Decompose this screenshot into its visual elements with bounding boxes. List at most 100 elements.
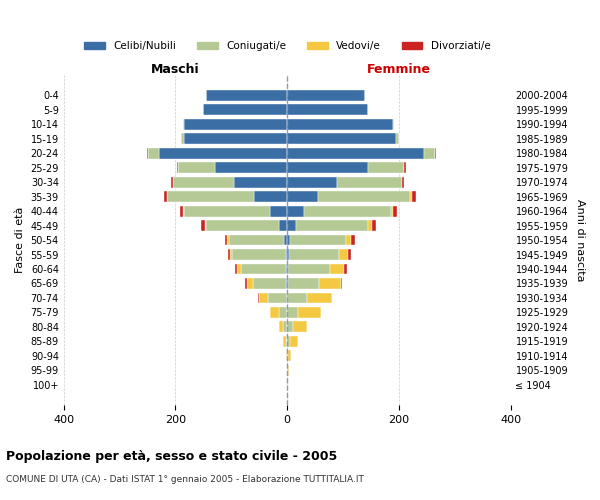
Bar [178, 162, 215, 173]
Bar [287, 148, 424, 158]
Bar [412, 191, 416, 202]
Bar [224, 234, 227, 246]
Bar [283, 336, 286, 347]
Bar [290, 336, 298, 347]
Bar [286, 249, 287, 260]
Bar [284, 234, 287, 246]
Bar [259, 292, 268, 304]
Bar [286, 278, 287, 289]
Bar [304, 206, 391, 216]
Bar [279, 307, 287, 318]
Bar [287, 322, 293, 332]
Text: Popolazione per età, sesso e stato civile - 2005: Popolazione per età, sesso e stato civil… [6, 450, 337, 463]
Bar [287, 176, 337, 188]
Bar [286, 336, 287, 347]
Bar [253, 278, 286, 289]
Bar [293, 322, 307, 332]
Bar [344, 264, 347, 274]
Bar [368, 162, 404, 173]
Bar [288, 365, 289, 376]
Bar [234, 176, 287, 188]
Bar [372, 220, 376, 231]
Bar [341, 278, 343, 289]
Bar [173, 176, 234, 188]
Bar [287, 134, 396, 144]
Bar [283, 322, 287, 332]
Bar [337, 176, 401, 188]
Bar [286, 264, 287, 274]
Bar [201, 220, 205, 231]
Bar [410, 191, 412, 202]
Bar [148, 148, 159, 158]
Bar [394, 206, 397, 216]
Bar [287, 90, 365, 101]
Bar [424, 148, 435, 158]
Bar [164, 191, 167, 202]
Bar [287, 350, 289, 362]
Bar [279, 322, 283, 332]
Bar [271, 307, 279, 318]
Bar [229, 234, 284, 246]
Y-axis label: Anni di nascita: Anni di nascita [575, 199, 585, 281]
Bar [181, 134, 184, 144]
Bar [352, 234, 355, 246]
Bar [396, 134, 399, 144]
Bar [319, 278, 341, 289]
Bar [279, 220, 287, 231]
Bar [230, 249, 232, 260]
Bar [289, 249, 339, 260]
Bar [298, 307, 321, 318]
Bar [232, 249, 286, 260]
Bar [184, 206, 271, 216]
Bar [183, 206, 184, 216]
Text: Femmine: Femmine [367, 64, 431, 76]
Text: COMUNE DI UTA (CA) - Dati ISTAT 1° gennaio 2005 - Elaborazione TUTTITALIA.IT: COMUNE DI UTA (CA) - Dati ISTAT 1° genna… [6, 475, 364, 484]
Bar [318, 191, 410, 202]
Bar [296, 220, 368, 231]
Bar [171, 176, 173, 188]
Bar [368, 220, 372, 231]
Bar [159, 148, 287, 158]
Bar [290, 234, 346, 246]
Bar [247, 278, 253, 289]
Bar [215, 162, 287, 173]
Bar [177, 162, 178, 173]
Bar [287, 220, 296, 231]
Bar [228, 249, 230, 260]
Bar [227, 234, 229, 246]
Bar [287, 191, 318, 202]
Bar [289, 278, 319, 289]
Bar [347, 249, 351, 260]
Bar [339, 249, 347, 260]
Bar [402, 176, 404, 188]
Bar [287, 278, 289, 289]
Bar [287, 206, 304, 216]
Bar [205, 220, 206, 231]
Bar [287, 104, 368, 115]
Legend: Celibi/Nubili, Coniugati/e, Vedovi/e, Divorziati/e: Celibi/Nubili, Coniugati/e, Vedovi/e, Di… [80, 37, 494, 56]
Bar [289, 350, 291, 362]
Bar [391, 206, 394, 216]
Bar [241, 264, 286, 274]
Bar [184, 119, 287, 130]
Bar [287, 249, 289, 260]
Bar [287, 307, 298, 318]
Bar [184, 134, 287, 144]
Bar [203, 104, 287, 115]
Bar [167, 191, 254, 202]
Bar [330, 264, 344, 274]
Bar [287, 292, 307, 304]
Y-axis label: Fasce di età: Fasce di età [15, 207, 25, 273]
Bar [307, 292, 332, 304]
Bar [346, 234, 352, 246]
Bar [404, 162, 406, 173]
Bar [254, 191, 287, 202]
Bar [183, 119, 184, 130]
Bar [235, 264, 237, 274]
Bar [287, 162, 368, 173]
Bar [180, 206, 183, 216]
Bar [206, 90, 287, 101]
Bar [237, 264, 241, 274]
Bar [287, 234, 290, 246]
Bar [258, 292, 259, 304]
